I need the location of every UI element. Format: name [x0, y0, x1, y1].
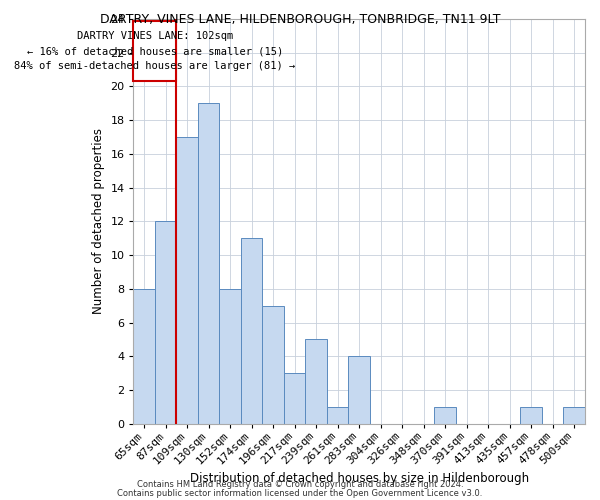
Bar — [198, 104, 220, 424]
Bar — [262, 306, 284, 424]
Bar — [327, 407, 349, 424]
Text: Contains public sector information licensed under the Open Government Licence v3: Contains public sector information licen… — [118, 489, 482, 498]
Bar — [305, 340, 327, 424]
Text: ← 16% of detached houses are smaller (15): ← 16% of detached houses are smaller (15… — [27, 46, 283, 56]
Y-axis label: Number of detached properties: Number of detached properties — [92, 128, 104, 314]
FancyBboxPatch shape — [133, 20, 176, 82]
Bar — [563, 407, 585, 424]
Bar — [133, 289, 155, 424]
Text: 84% of semi-detached houses are larger (81) →: 84% of semi-detached houses are larger (… — [14, 61, 296, 71]
Bar — [155, 222, 176, 424]
X-axis label: Distribution of detached houses by size in Hildenborough: Distribution of detached houses by size … — [190, 472, 529, 485]
Bar — [284, 373, 305, 424]
Bar — [434, 407, 456, 424]
Bar — [520, 407, 542, 424]
Text: DARTRY, VINES LANE, HILDENBOROUGH, TONBRIDGE, TN11 9LT: DARTRY, VINES LANE, HILDENBOROUGH, TONBR… — [100, 12, 500, 26]
Bar — [349, 356, 370, 424]
Bar — [220, 289, 241, 424]
Bar — [241, 238, 262, 424]
Text: DARTRY VINES LANE: 102sqm: DARTRY VINES LANE: 102sqm — [77, 31, 233, 41]
Bar — [176, 137, 198, 424]
Text: Contains HM Land Registry data © Crown copyright and database right 2024.: Contains HM Land Registry data © Crown c… — [137, 480, 463, 489]
